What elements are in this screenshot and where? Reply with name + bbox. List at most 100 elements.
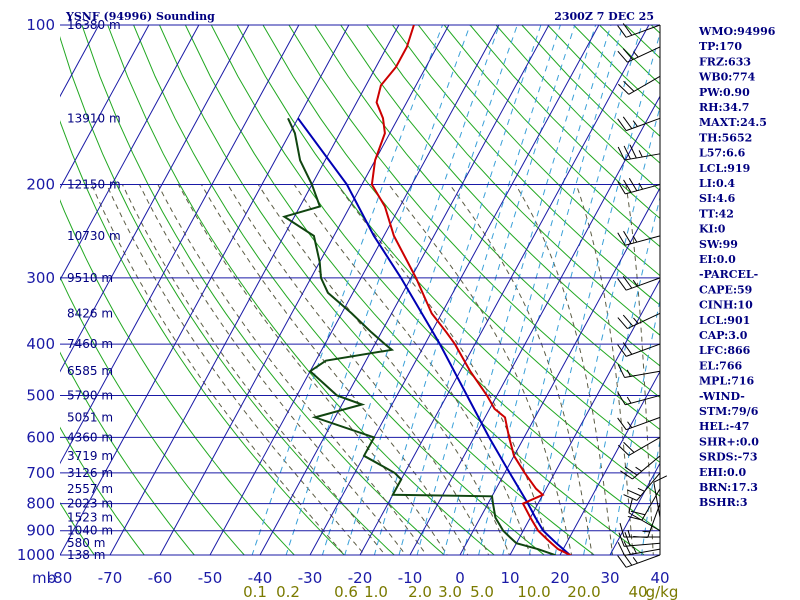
dry-adiabat-line <box>60 35 396 555</box>
moist-adiabat-line <box>336 184 552 555</box>
mixing-ratio-line <box>640 437 660 555</box>
index-item: CAP:3.0 <box>699 329 748 342</box>
isotherm-line <box>609 462 660 555</box>
mixing-ratio-line <box>478 25 624 555</box>
wind-barb-feather <box>617 50 628 63</box>
wind-barb-half-feather <box>638 182 644 190</box>
height-label: 2023 m <box>67 497 113 511</box>
temperature-line <box>370 25 572 555</box>
wind-barb-feather <box>624 532 631 546</box>
wind-barb-feather <box>617 232 626 246</box>
index-item: LCL:919 <box>699 162 750 175</box>
height-label: 9510 m <box>67 271 113 285</box>
moist-adiabat-line <box>138 184 407 555</box>
moist-adiabats <box>91 184 654 555</box>
index-item: MAXT:24.5 <box>699 116 767 129</box>
wind-barb <box>617 416 661 431</box>
wind-barb-feather <box>622 116 633 129</box>
temperature-tick-label: -40 <box>248 569 273 587</box>
mixing-ratio-label: g/kg <box>646 583 679 600</box>
moist-adiabat-line <box>177 184 448 555</box>
index-item: LFC:866 <box>699 344 751 357</box>
dry-adiabat-line <box>107 25 496 555</box>
wind-barb-shaft <box>624 370 661 378</box>
pressure-label: 400 <box>26 335 55 353</box>
wind-barb-shaft <box>628 512 661 532</box>
mixing-ratio-line <box>610 298 660 555</box>
index-item: SW:99 <box>699 238 738 251</box>
mixing-ratio-labels: 0.1 0.2 0.6 1.0 2.0 3.0 5.0 10.0 20.0 40g/kg <box>243 583 678 600</box>
moist-adiabat-line <box>91 184 345 555</box>
wind-barb <box>617 392 661 406</box>
wind-barb-feather <box>622 314 634 327</box>
index-item: -PARCEL- <box>699 268 758 281</box>
index-item: LCL:901 <box>699 314 750 327</box>
temperature-tick-label: 10 <box>500 569 519 587</box>
index-item: BRN:17.3 <box>699 481 758 494</box>
mixing-ratio-line <box>398 25 561 555</box>
moist-adiabat-line <box>200 184 469 555</box>
temperature-labels: -80 -70 -60 -50 -40 -30 -20 -10 0 10 20 30 40 <box>48 569 670 587</box>
isotherm-line <box>409 95 660 555</box>
wind-barb-half-feather <box>633 51 639 58</box>
wind-barb <box>620 455 661 480</box>
wind-barb <box>617 178 661 195</box>
wind-barb-feather <box>628 178 638 192</box>
wind-barb-feather <box>630 510 646 516</box>
moist-adiabat-line <box>515 184 614 555</box>
wind-barbs <box>617 23 668 568</box>
height-label: 10730 m <box>67 229 121 243</box>
height-label: 1040 m <box>67 524 113 538</box>
moist-adiabat-line <box>121 184 386 555</box>
wind-barb <box>618 532 661 547</box>
pressure-label: 1000 <box>17 546 55 564</box>
height-labels: 16380 m 13910 m 12150 m 10730 m 9510 m 8426 m… <box>67 18 121 562</box>
wind-barb-half-feather <box>642 530 650 533</box>
dry-adiabat-line <box>366 25 660 336</box>
wind-barb-feather <box>619 522 625 538</box>
isotherm-line <box>60 25 150 190</box>
wind-barb-feather <box>628 498 633 513</box>
valid-time: 2300Z 7 DEC 25 <box>554 10 654 23</box>
dry-adiabat-line <box>392 25 660 306</box>
wind-barb-feather <box>623 80 635 92</box>
mixing-ratio-line <box>251 25 443 555</box>
dry-adiabat-line <box>340 25 660 367</box>
isobars <box>60 24 661 556</box>
index-item: SHR+:0.0 <box>699 435 759 448</box>
height-label: 4360 m <box>67 430 113 444</box>
mixing-ratio-line <box>443 25 597 555</box>
pressure-label: 100 <box>26 16 55 34</box>
mixing-ratio-line <box>344 25 518 555</box>
temperature-tick-label: 40 <box>650 569 669 587</box>
wind-barb-feather <box>623 494 638 501</box>
index-item: -WIND- <box>699 390 745 403</box>
isotherm-line <box>209 25 500 555</box>
mixing-ratio-line <box>554 105 660 555</box>
mixing-ratio-label: 2.0 <box>408 583 432 600</box>
wind-barb <box>617 144 661 161</box>
dry-adiabat-line <box>60 276 245 555</box>
wind-barb-feather <box>617 25 627 38</box>
wind-barb <box>617 230 661 246</box>
isotherm-line <box>60 25 200 281</box>
pressure-unit-label: mb <box>32 569 56 587</box>
dry-adiabat-line <box>236 25 660 497</box>
wind-barb-half-feather <box>627 421 633 428</box>
temperature-tick-label: -80 <box>48 569 73 587</box>
dry-adiabat-line <box>60 120 346 555</box>
height-label: 3719 m <box>67 449 113 463</box>
dewpoint-trace <box>282 117 557 555</box>
wind-barb <box>617 23 661 38</box>
isotherm-line <box>60 25 250 373</box>
wind-barb <box>627 488 661 521</box>
mixing-ratio-line <box>285 25 471 555</box>
isotherms <box>60 25 660 555</box>
dry-adiabat-line <box>262 25 660 464</box>
height-label: 12150 m <box>67 178 121 192</box>
moist-adiabat-line <box>625 184 654 555</box>
wind-barb-half-feather <box>635 466 642 472</box>
wind-barb-feather <box>617 364 625 378</box>
wind-barb-feather <box>618 83 630 95</box>
pressure-label: 900 <box>26 522 55 540</box>
